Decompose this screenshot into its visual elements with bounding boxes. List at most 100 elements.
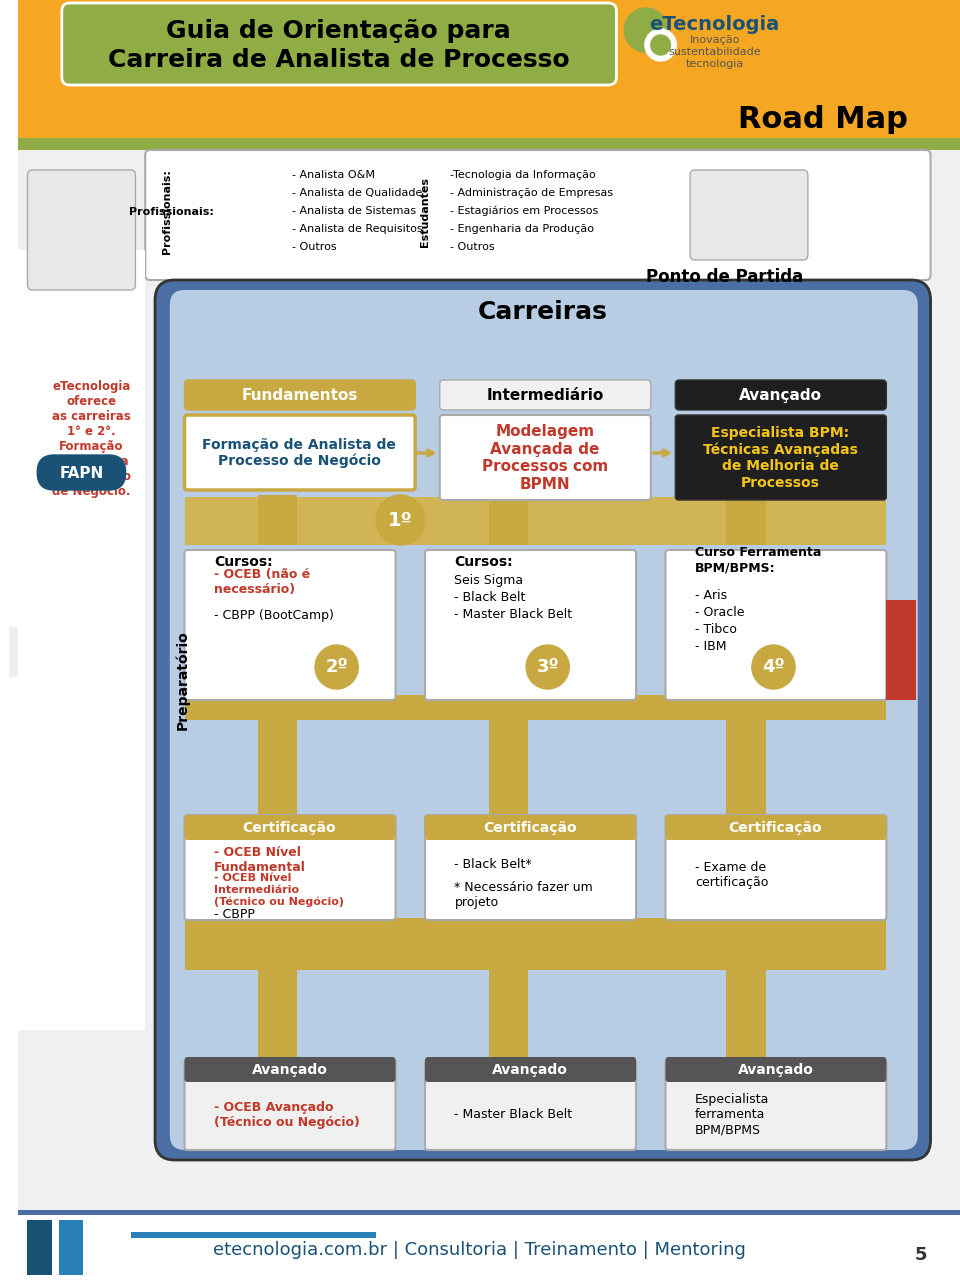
Text: - OCEB Nível
Fundamental: - OCEB Nível Fundamental xyxy=(214,846,306,874)
Text: Avançado: Avançado xyxy=(737,1062,813,1076)
Text: - Estagiários em Processos: - Estagiários em Processos xyxy=(449,206,598,216)
FancyBboxPatch shape xyxy=(690,170,808,260)
Text: eTecnc: eTecnc xyxy=(5,435,79,726)
Text: Ponto de Partida: Ponto de Partida xyxy=(646,268,803,285)
FancyBboxPatch shape xyxy=(184,815,396,920)
FancyBboxPatch shape xyxy=(886,600,916,700)
Circle shape xyxy=(651,35,670,55)
Text: 2º: 2º xyxy=(325,658,348,676)
Text: 1º: 1º xyxy=(388,511,413,530)
FancyBboxPatch shape xyxy=(727,719,766,820)
FancyBboxPatch shape xyxy=(17,1210,960,1215)
FancyBboxPatch shape xyxy=(28,170,135,291)
Text: - Master Black Belt: - Master Black Belt xyxy=(454,608,572,621)
Text: Certificação: Certificação xyxy=(243,820,336,835)
Text: - Analista de Requisitos: - Analista de Requisitos xyxy=(293,224,423,234)
Text: Avançado: Avançado xyxy=(739,388,822,402)
Text: - Analista O&M: - Analista O&M xyxy=(293,170,375,180)
Text: - Aris: - Aris xyxy=(695,589,727,602)
Text: - Engenharia da Produção: - Engenharia da Produção xyxy=(449,224,593,234)
Text: - Administração de Empresas: - Administração de Empresas xyxy=(449,188,612,198)
FancyBboxPatch shape xyxy=(131,1231,376,1238)
Text: Intermediário: Intermediário xyxy=(486,388,604,402)
Text: * Necessário fazer um
projeto: * Necessário fazer um projeto xyxy=(454,881,593,909)
FancyBboxPatch shape xyxy=(425,815,636,840)
Text: - IBM: - IBM xyxy=(695,640,727,653)
FancyBboxPatch shape xyxy=(184,380,415,410)
FancyBboxPatch shape xyxy=(156,280,930,1160)
Text: Seis Sigma: Seis Sigma xyxy=(454,573,523,586)
Text: - Exame de
certificação: - Exame de certificação xyxy=(695,861,768,890)
Text: Preparatório: Preparatório xyxy=(176,630,190,730)
Text: eTecnologia: eTecnologia xyxy=(650,14,780,33)
Text: - Tibco: - Tibco xyxy=(695,622,737,635)
Text: Inovação
sustentabilidade
tecnologia: Inovação sustentabilidade tecnologia xyxy=(668,36,761,69)
Text: - CBPP: - CBPP xyxy=(214,908,254,920)
Text: Certificação: Certificação xyxy=(483,820,577,835)
FancyBboxPatch shape xyxy=(258,965,298,1065)
Circle shape xyxy=(315,645,358,689)
FancyBboxPatch shape xyxy=(425,1057,636,1082)
Text: -Tecnologia da Informação: -Tecnologia da Informação xyxy=(449,170,595,180)
Text: 3º: 3º xyxy=(537,658,559,676)
Text: Modelagem
Avançada de
Processos com
BPMN: Modelagem Avançada de Processos com BPMN xyxy=(482,425,608,492)
FancyBboxPatch shape xyxy=(17,250,145,1030)
FancyBboxPatch shape xyxy=(665,815,886,920)
Text: Especialista BPM:
Técnicas Avançadas
de Melhoria de
Processos: Especialista BPM: Técnicas Avançadas de … xyxy=(703,426,858,490)
Text: Certificação: Certificação xyxy=(729,820,823,835)
FancyBboxPatch shape xyxy=(17,105,960,1280)
Text: - Outros: - Outros xyxy=(293,242,337,252)
Text: Avançado: Avançado xyxy=(492,1062,568,1076)
Text: 4º: 4º xyxy=(762,658,785,676)
Text: - OCEB Avançado
(Técnico ou Negócio): - OCEB Avançado (Técnico ou Negócio) xyxy=(214,1101,360,1129)
FancyBboxPatch shape xyxy=(258,495,298,545)
FancyBboxPatch shape xyxy=(727,495,766,545)
FancyBboxPatch shape xyxy=(440,380,651,410)
Text: Fundamentos: Fundamentos xyxy=(241,388,357,402)
FancyBboxPatch shape xyxy=(17,0,960,110)
FancyBboxPatch shape xyxy=(425,815,636,920)
FancyBboxPatch shape xyxy=(665,1057,886,1082)
Circle shape xyxy=(752,645,795,689)
Text: Curso Ferramenta
BPM/BPMS:: Curso Ferramenta BPM/BPMS: xyxy=(695,547,822,573)
FancyBboxPatch shape xyxy=(184,815,396,840)
Text: - OCEB Nível
Intermediário
(Técnico ou Negócio): - OCEB Nível Intermediário (Técnico ou N… xyxy=(214,873,344,908)
FancyBboxPatch shape xyxy=(184,1057,396,1082)
Text: Estudantes: Estudantes xyxy=(420,177,430,247)
FancyBboxPatch shape xyxy=(145,150,930,280)
FancyBboxPatch shape xyxy=(727,965,766,1065)
Text: Profissionais:: Profissionais: xyxy=(162,169,172,255)
FancyBboxPatch shape xyxy=(184,497,886,545)
FancyBboxPatch shape xyxy=(184,550,396,700)
FancyBboxPatch shape xyxy=(489,965,528,1065)
FancyBboxPatch shape xyxy=(59,1220,84,1275)
FancyBboxPatch shape xyxy=(425,1060,636,1149)
Text: - Analista de Qualidade: - Analista de Qualidade xyxy=(293,188,422,198)
FancyBboxPatch shape xyxy=(184,918,886,970)
Circle shape xyxy=(376,495,425,545)
Text: Cursos:: Cursos: xyxy=(214,556,273,570)
FancyBboxPatch shape xyxy=(170,291,918,1149)
Text: Especialista
ferramenta
BPM/BPMS: Especialista ferramenta BPM/BPMS xyxy=(695,1093,769,1137)
Text: Carreiras: Carreiras xyxy=(478,300,608,324)
FancyBboxPatch shape xyxy=(675,415,886,500)
Text: - OCEB (não é
necessário): - OCEB (não é necessário) xyxy=(214,568,310,596)
Text: Cursos:: Cursos: xyxy=(454,556,513,570)
FancyBboxPatch shape xyxy=(184,415,415,490)
FancyBboxPatch shape xyxy=(17,1210,960,1280)
FancyBboxPatch shape xyxy=(489,495,528,545)
FancyBboxPatch shape xyxy=(440,415,651,500)
Text: etecnologia.com.br | Consultoria | Treinamento | Mentoring: etecnologia.com.br | Consultoria | Trein… xyxy=(212,1242,745,1260)
Text: 5: 5 xyxy=(915,1245,927,1265)
Circle shape xyxy=(645,29,676,61)
FancyBboxPatch shape xyxy=(184,695,886,719)
FancyBboxPatch shape xyxy=(17,0,960,84)
Text: - Oracle: - Oracle xyxy=(695,605,744,618)
FancyBboxPatch shape xyxy=(184,497,886,545)
Text: - Black Belt*: - Black Belt* xyxy=(454,859,532,872)
Text: - Outros: - Outros xyxy=(449,242,494,252)
Text: - Master Black Belt: - Master Black Belt xyxy=(454,1108,572,1121)
FancyBboxPatch shape xyxy=(258,719,298,820)
Text: Profissionais:: Profissionais: xyxy=(130,207,214,218)
Text: - Black Belt: - Black Belt xyxy=(454,590,526,603)
